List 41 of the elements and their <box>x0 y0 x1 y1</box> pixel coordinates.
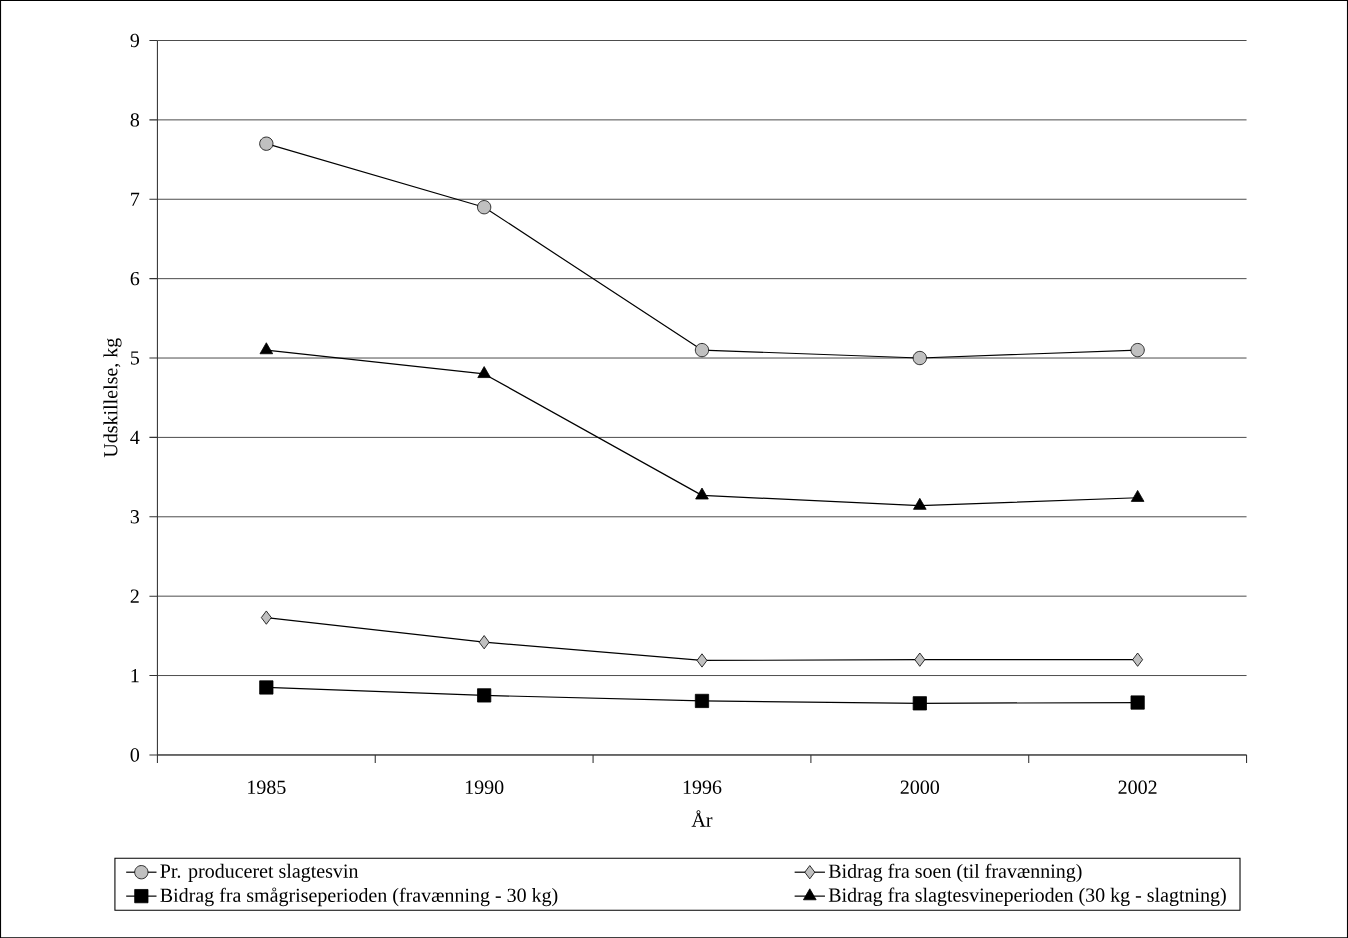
point <box>1130 489 1145 502</box>
point <box>695 487 709 500</box>
point <box>694 693 710 708</box>
y-tick-label: 8 <box>130 112 140 127</box>
point <box>1130 695 1145 710</box>
x-axis-title: År <box>691 810 713 827</box>
point <box>259 680 274 695</box>
y-tick-label: 4 <box>130 430 140 444</box>
x-tick-label: 1996 <box>683 780 722 794</box>
point <box>477 688 492 703</box>
point <box>912 350 927 365</box>
point <box>259 136 274 151</box>
y-tick-label: 7 <box>131 192 140 206</box>
y-tick-label: 6 <box>130 271 140 286</box>
x-tick-label: 2002 <box>1118 780 1157 794</box>
point <box>696 653 708 668</box>
point <box>694 342 710 357</box>
point <box>1130 342 1145 357</box>
y-tick-label: 9 <box>130 33 140 48</box>
y-tick-label: 1 <box>131 668 139 682</box>
point <box>477 366 491 378</box>
x-tick-label: 1990 <box>465 780 504 794</box>
x-tick-label: 1985 <box>248 780 286 794</box>
y-tick-label: 5 <box>131 351 140 365</box>
y-axis-title: Udskillelse, kg <box>103 337 122 458</box>
point <box>260 610 272 625</box>
x-tick-label: 2000 <box>900 780 940 794</box>
legend-label: Bidrag fra soen (til fravænning) <box>828 863 1082 882</box>
y-tick-label: 3 <box>130 509 140 524</box>
legend-label: Bidrag fra slagtesvineperioden (30 kg - slagtning) <box>828 887 1226 906</box>
legend-label: Bidrag fra smågriseperioden (fravænning - 30 kg) <box>160 887 558 907</box>
point <box>1132 652 1144 667</box>
point <box>478 634 490 650</box>
y-tick-label: 2 <box>130 589 139 603</box>
point <box>912 696 927 711</box>
point <box>914 652 926 667</box>
point <box>477 199 492 215</box>
point <box>913 497 927 510</box>
legend-label: Pr. produceret slagtesvin <box>160 863 359 882</box>
point <box>259 342 274 354</box>
y-tick-label: 0 <box>130 748 140 762</box>
